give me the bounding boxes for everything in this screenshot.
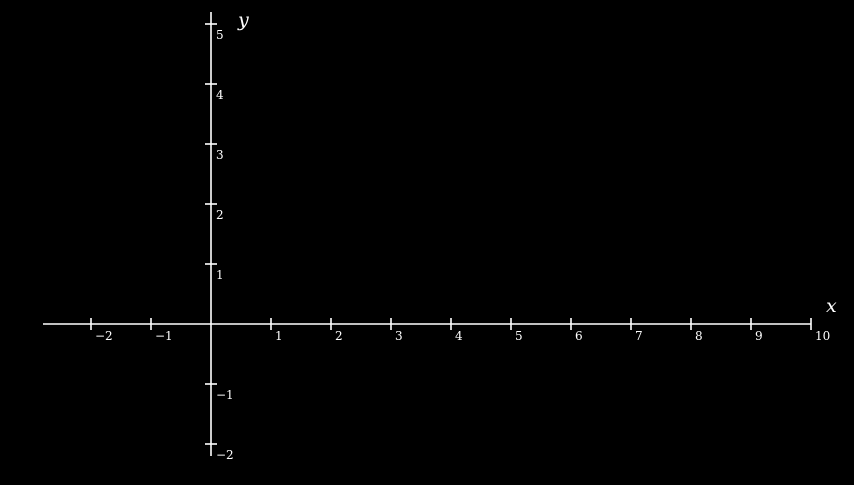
y-tick-label: 2 <box>216 208 224 222</box>
x-tick-label: −2 <box>95 329 113 343</box>
x-tick-label: 3 <box>395 329 403 343</box>
x-tick-label: 7 <box>635 329 643 343</box>
x-tick-label: 6 <box>575 329 583 343</box>
x-tick-label: −1 <box>155 329 173 343</box>
y-tick-label: 5 <box>216 28 224 42</box>
x-axis-ticks: −2 −1 1 2 3 4 5 6 7 8 9 10 <box>90 318 830 343</box>
x-tick-label: 8 <box>695 329 703 343</box>
y-tick-label: −1 <box>216 388 234 402</box>
y-tick-label: −2 <box>216 448 234 462</box>
y-tick-label: 3 <box>216 148 224 162</box>
x-tick-label: 10 <box>815 329 830 343</box>
y-axis-ticks: −2 −1 1 2 3 4 5 <box>205 23 234 462</box>
x-tick-label: 5 <box>515 329 523 343</box>
x-axis-label: x <box>826 295 837 317</box>
x-tick-label: 4 <box>455 329 463 343</box>
x-tick-label: 9 <box>755 329 763 343</box>
y-tick-label: 1 <box>216 268 224 282</box>
x-tick-label: 2 <box>335 329 343 343</box>
y-tick-label: 4 <box>216 88 224 102</box>
axes <box>43 12 811 456</box>
x-tick-label: 1 <box>275 329 283 343</box>
y-axis-label: y <box>237 9 249 31</box>
